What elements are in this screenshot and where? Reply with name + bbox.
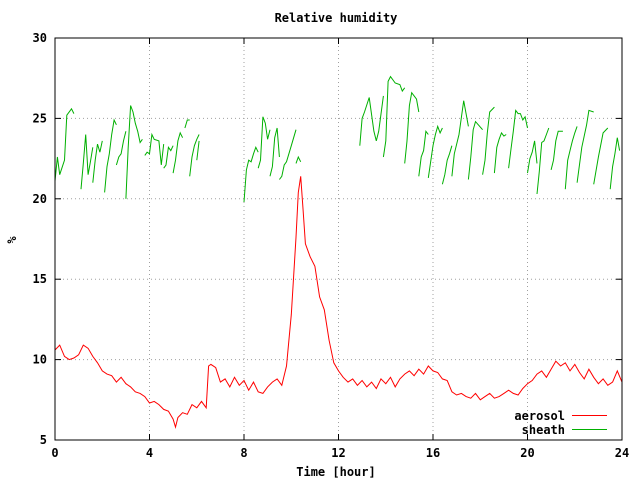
series-line-sheath — [196, 140, 200, 161]
series-line-sheath — [427, 124, 443, 178]
series-line-sheath — [418, 130, 429, 177]
x-tick-label: 0 — [51, 446, 58, 460]
tick-labels: 0 4 8 12 16 20 24 5 10 15 20 25 30 — [33, 31, 630, 460]
y-tick-label: 25 — [33, 111, 47, 125]
series-line-sheath — [609, 137, 621, 190]
x-tick-label: 4 — [146, 446, 153, 460]
series-line-sheath — [467, 120, 483, 180]
series-line-sheath — [382, 75, 406, 158]
series-line-sheath — [404, 91, 420, 164]
series-line-sheath — [527, 140, 538, 174]
x-tick-label: 8 — [240, 446, 247, 460]
series-line-sheath — [257, 116, 271, 169]
x-tick-label: 20 — [520, 446, 534, 460]
y-tick-label: 10 — [33, 353, 47, 367]
series-line-sheath — [508, 109, 528, 169]
axes — [54, 37, 623, 441]
series-line-sheath — [536, 127, 550, 195]
series-line-sheath — [189, 134, 200, 177]
series-line-sheath — [441, 145, 453, 185]
x-tick-label: 24 — [615, 446, 629, 460]
series-line-sheath — [564, 126, 578, 190]
series-line-sheath — [163, 145, 174, 169]
series-line-sheath — [493, 131, 507, 174]
series-line-sheath — [269, 127, 280, 177]
series-line-sheath — [576, 109, 594, 183]
y-tick-label: 30 — [33, 31, 47, 45]
legend-label-aerosol: aerosol — [514, 409, 565, 423]
series-line-sheath — [54, 107, 75, 182]
chart-title: Relative humidity — [275, 11, 398, 25]
series-line-sheath — [115, 131, 127, 166]
series-line-sheath — [550, 130, 563, 171]
plot-area — [54, 75, 623, 429]
x-axis-label: Time [hour] — [296, 465, 375, 479]
series-line-sheath — [451, 100, 469, 177]
series-line-sheath — [80, 134, 94, 190]
x-tick-label: 16 — [426, 446, 440, 460]
series-line-sheath — [184, 119, 190, 129]
grid-lines — [55, 38, 622, 440]
series-line-sheath — [295, 155, 302, 164]
series-line-sheath — [593, 127, 609, 185]
y-tick-label: 5 — [40, 433, 47, 447]
series-line-sheath — [172, 131, 184, 174]
legend-label-sheath: sheath — [522, 423, 565, 437]
x-tick-label: 12 — [331, 446, 345, 460]
series-line-sheath — [243, 146, 259, 203]
legend: aerosol sheath — [514, 409, 607, 437]
series-line-aerosol — [54, 176, 623, 429]
series-line-sheath — [104, 118, 117, 193]
series-line-sheath — [125, 105, 143, 199]
series-line-sheath — [482, 106, 495, 175]
y-tick-label: 15 — [33, 272, 47, 286]
series-line-sheath — [92, 140, 103, 183]
y-tick-label: 20 — [33, 192, 47, 206]
y-axis-label: % — [5, 236, 19, 244]
series-line-sheath — [278, 129, 297, 180]
series-line-sheath — [359, 95, 384, 146]
series-line-sheath — [144, 132, 165, 166]
